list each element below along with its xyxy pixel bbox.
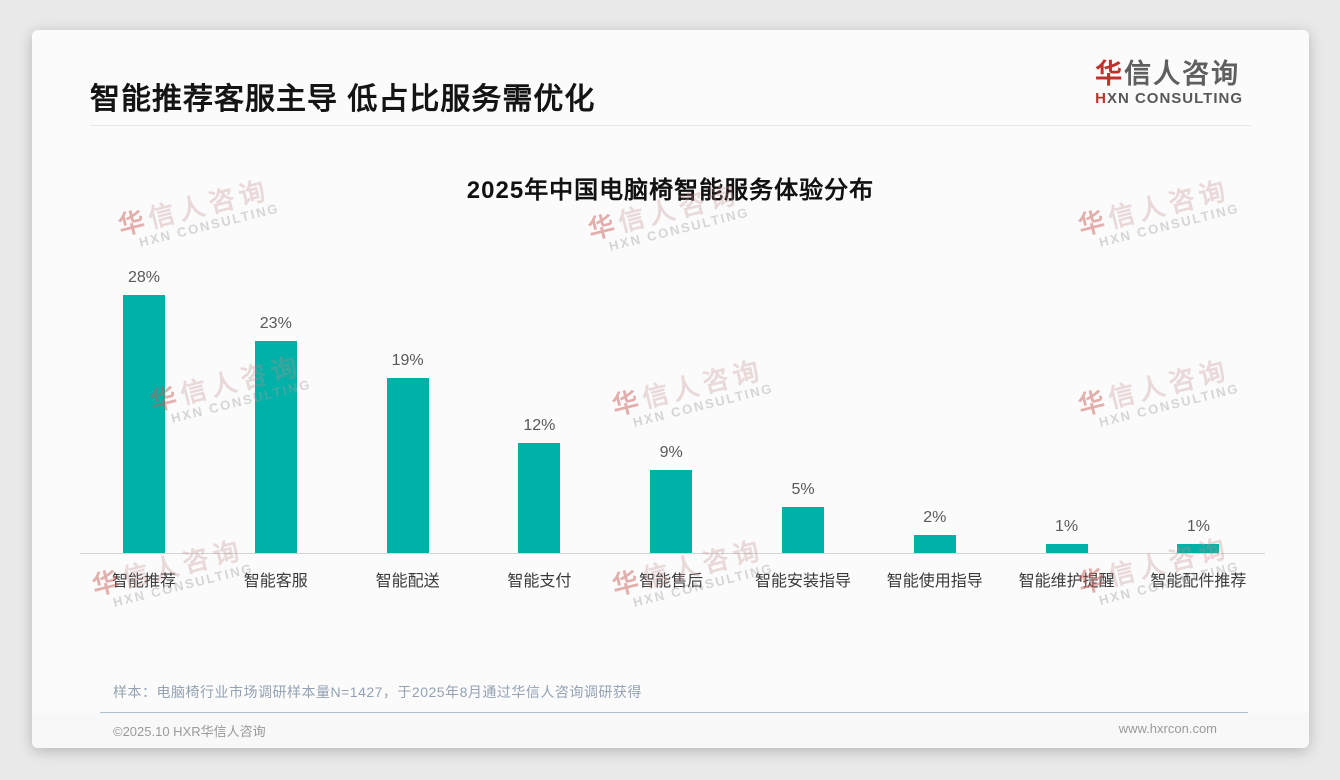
bar-category-label: 智能客服 <box>243 573 308 590</box>
report-card: 智能推荐客服主导 低占比服务需优化 华信人咨询 HXN CONSULTING 2… <box>32 30 1309 748</box>
bar <box>913 534 956 553</box>
website-text: www.hxrcon.com <box>1118 721 1217 736</box>
page-title: 智能推荐客服主导 低占比服务需优化 <box>90 83 596 116</box>
brand-logo-chinese: 华信人咨询 <box>1095 59 1241 89</box>
bar-category-label: 智能支付 <box>507 573 572 590</box>
copyright-text: ©2025.10 HXR华信人咨询 <box>113 724 266 739</box>
sample-note: 样本：电脑椅行业市场调研样本量N=1427，于2025年8月通过华信人咨询调研获… <box>113 684 642 700</box>
bar-category-label: 智能安装指导 <box>754 573 851 590</box>
bar <box>650 470 693 553</box>
chart-title: 2025年中国电脑椅智能服务体验分布 <box>466 177 875 204</box>
bar-value-label: 1% <box>1055 517 1079 535</box>
header-divider <box>90 125 1251 126</box>
bar-category-label: 智能配件推荐 <box>1150 573 1247 590</box>
bar-category-label: 智能配送 <box>375 573 440 590</box>
brand-logo: 华信人咨询 HXN CONSULTING <box>1095 58 1243 108</box>
bar-chart: 2025年中国电脑椅智能服务体验分布 28% 智能推荐 23% 智能客服 19% 智能配送… <box>32 30 1309 748</box>
bar <box>254 341 297 553</box>
brand-logo-english: HXN CONSULTING <box>1095 90 1243 107</box>
bar-category-label: 智能推荐 <box>111 573 176 590</box>
footer: ©2025.10 HXR华信人咨询 www.hxrcon.com <box>32 713 1309 748</box>
bar-category-label: 智能使用指导 <box>886 573 983 590</box>
bar-value-label: 2% <box>923 508 947 526</box>
bar-value-label: 1% <box>1186 517 1210 535</box>
bar-value-label: 9% <box>659 444 683 462</box>
bar-value-label: 19% <box>391 352 424 370</box>
bar <box>123 295 165 553</box>
footer-divider <box>100 712 1248 713</box>
bar <box>518 442 561 553</box>
bar <box>386 378 429 553</box>
bar-category-label: 智能维护提醒 <box>1018 573 1115 590</box>
bar-value-label: 23% <box>259 315 292 333</box>
bar <box>1177 543 1220 553</box>
bar-category-label: 智能售后 <box>639 573 704 590</box>
bar <box>1045 543 1088 553</box>
bar-value-label: 28% <box>127 269 161 287</box>
bar-value-label: 12% <box>523 416 556 434</box>
bar-value-label: 5% <box>791 481 815 498</box>
x-axis-line <box>80 553 1265 554</box>
bar <box>782 507 824 553</box>
